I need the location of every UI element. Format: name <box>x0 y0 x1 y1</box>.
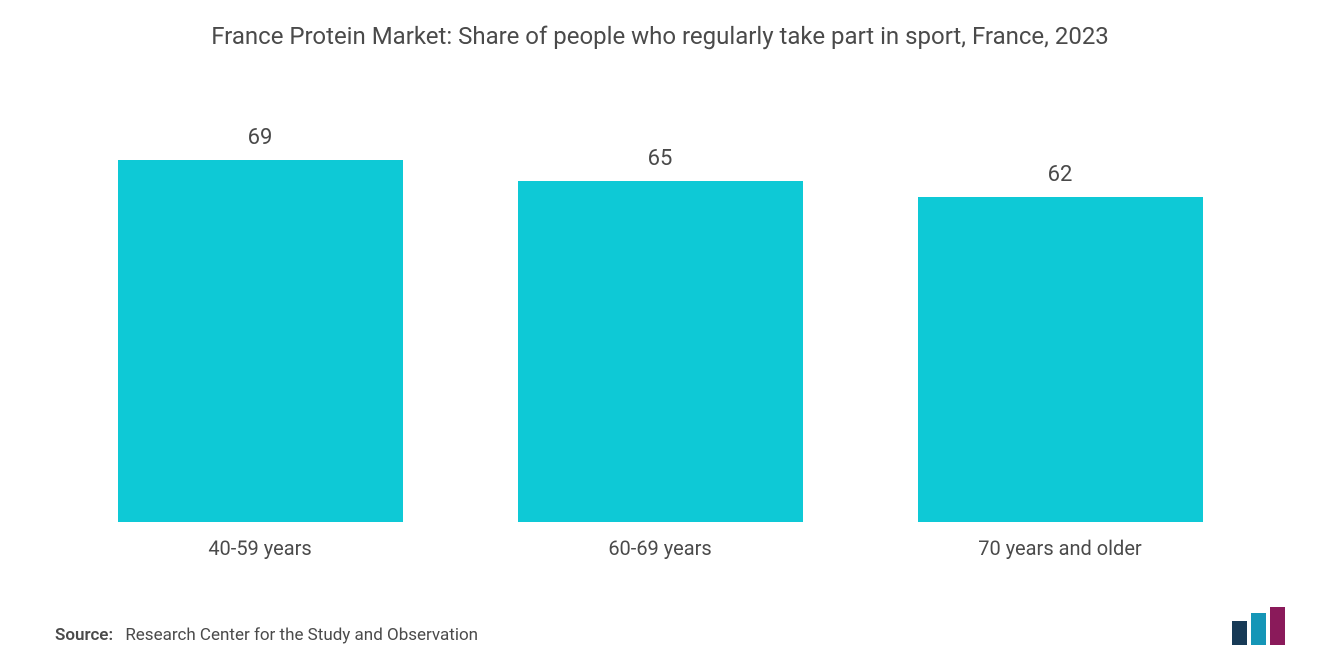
bar-label-1: 60-69 years <box>608 536 711 560</box>
bar-value-1: 65 <box>648 146 673 171</box>
bar-label-0: 40-59 years <box>208 536 311 560</box>
bar-group-2: 62 70 years and older <box>910 162 1210 560</box>
source-row: Source: Research Center for the Study an… <box>55 607 1290 645</box>
bar-group-0: 69 40-59 years <box>110 125 410 560</box>
bar-2 <box>918 197 1203 522</box>
logo-bar-3 <box>1270 607 1285 645</box>
bar-value-0: 69 <box>248 125 273 150</box>
source-text: Source: Research Center for the Study an… <box>55 625 478 645</box>
logo-bar-1 <box>1232 621 1247 645</box>
bar-label-2: 70 years and older <box>978 536 1141 560</box>
bar-1 <box>518 181 803 522</box>
bar-value-2: 62 <box>1048 162 1073 187</box>
logo-bar-2 <box>1251 613 1266 645</box>
source-label: Source: <box>55 625 113 645</box>
chart-title: France Protein Market: Share of people w… <box>0 22 1320 50</box>
bar-group-1: 65 60-69 years <box>510 146 810 560</box>
bar-0 <box>118 160 403 522</box>
chart-area: 69 40-59 years 65 60-69 years 62 70 year… <box>60 120 1260 560</box>
source-value: Research Center for the Study and Observ… <box>125 625 478 645</box>
brand-logo-icon <box>1230 607 1290 645</box>
